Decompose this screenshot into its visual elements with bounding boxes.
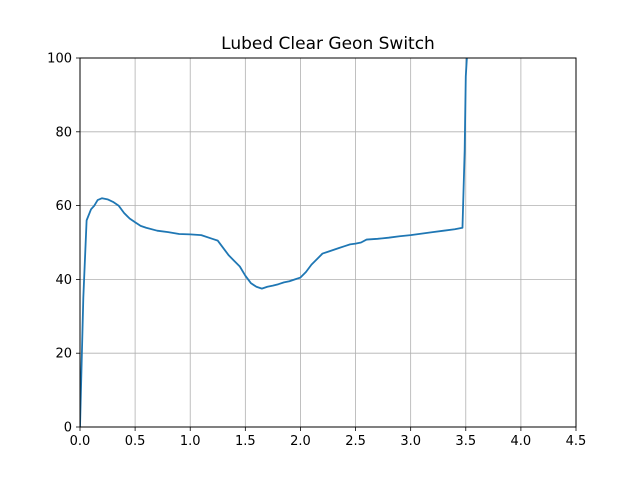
- x-axis: 0.0 0.5 1.0 1.5 2.0 2.5 3.0 3.5 4.0 4.5: [70, 427, 587, 449]
- x-tick-label: 4.0: [511, 434, 532, 449]
- y-tick-label: 100: [47, 52, 72, 67]
- x-tick-label: 0.0: [70, 434, 91, 449]
- y-axis: 0 20 40 60 80 100: [47, 52, 80, 436]
- plot-frame: [79, 57, 577, 428]
- x-tick-label: 0.5: [125, 434, 146, 449]
- x-tick-label: 3.5: [455, 434, 476, 449]
- y-tick-label: 80: [55, 125, 72, 140]
- plot-data: [80, 58, 468, 427]
- series-line: [80, 58, 468, 427]
- chart-title: Lubed Clear Geon Switch: [221, 34, 435, 54]
- y-tick-label: 60: [55, 199, 72, 214]
- x-tick-label: 1.0: [180, 434, 201, 449]
- x-tick-label: 4.5: [566, 434, 587, 449]
- y-tick-label: 40: [55, 273, 72, 288]
- x-tick-label: 1.5: [235, 434, 256, 449]
- y-tick-label: 20: [55, 347, 72, 362]
- x-tick-label: 2.5: [345, 434, 366, 449]
- x-tick-label: 3.0: [400, 434, 421, 449]
- x-tick-label: 2.0: [290, 434, 311, 449]
- y-tick-label: 0: [64, 421, 72, 436]
